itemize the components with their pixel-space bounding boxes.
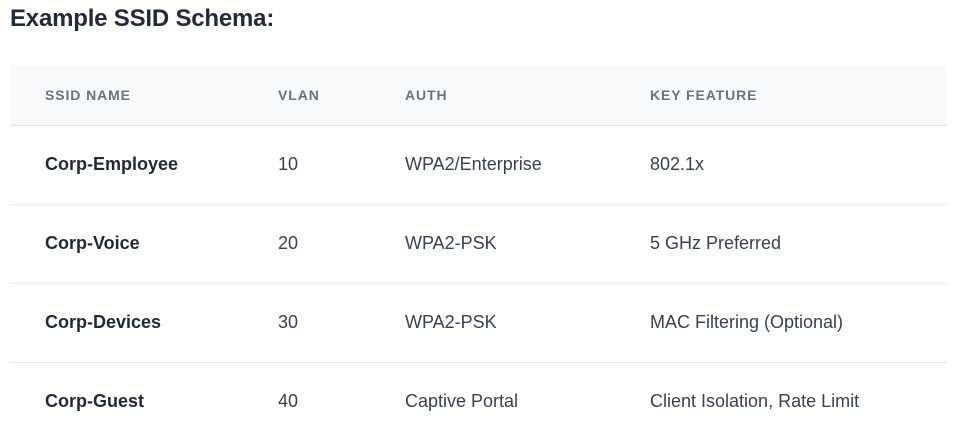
table-header-row: SSID NAME VLAN AUTH KEY FEATURE — [10, 65, 947, 126]
column-header-vlan: VLAN — [278, 65, 405, 126]
cell-auth: WPA2/Enterprise — [405, 154, 542, 174]
ssid-schema-table: SSID NAME VLAN AUTH KEY FEATURE Corp-Emp… — [10, 65, 947, 441]
cell-ssid-name: Corp-Voice — [45, 233, 140, 253]
cell-key-feature: Client Isolation, Rate Limit — [650, 391, 860, 412]
cell-vlan: 10 — [278, 154, 299, 174]
cell-auth: WPA2-PSK — [405, 233, 497, 253]
cell-vlan: 20 — [278, 233, 299, 253]
table-row: Corp-Employee 10 WPA2/Enterprise 802.1x — [10, 125, 947, 204]
table-row: Corp-Devices 30 WPA2-PSK MAC Filtering (… — [10, 283, 947, 362]
cell-ssid-name: Corp-Employee — [45, 154, 179, 174]
cell-ssid-name: Corp-Guest — [45, 391, 144, 412]
cell-key-feature: 802.1x — [650, 154, 705, 174]
table-row: Corp-Guest 40 Captive Portal Client Isol… — [10, 362, 947, 441]
cell-vlan: 30 — [278, 312, 299, 332]
cell-ssid-name: Corp-Devices — [45, 312, 162, 332]
cell-vlan: 40 — [278, 391, 299, 412]
column-header-key-feature: KEY FEATURE — [650, 65, 947, 126]
cell-auth: WPA2-PSK — [405, 312, 497, 332]
cell-auth: Captive Portal — [405, 391, 519, 412]
table-row: Corp-Voice 20 WPA2-PSK 5 GHz Preferred — [10, 204, 947, 283]
page-title: Example SSID Schema: — [10, 5, 275, 32]
cell-key-feature: MAC Filtering (Optional) — [650, 312, 844, 332]
cell-key-feature: 5 GHz Preferred — [650, 233, 782, 253]
column-header-ssid-name: SSID NAME — [10, 65, 278, 126]
column-header-auth: AUTH — [405, 65, 650, 126]
